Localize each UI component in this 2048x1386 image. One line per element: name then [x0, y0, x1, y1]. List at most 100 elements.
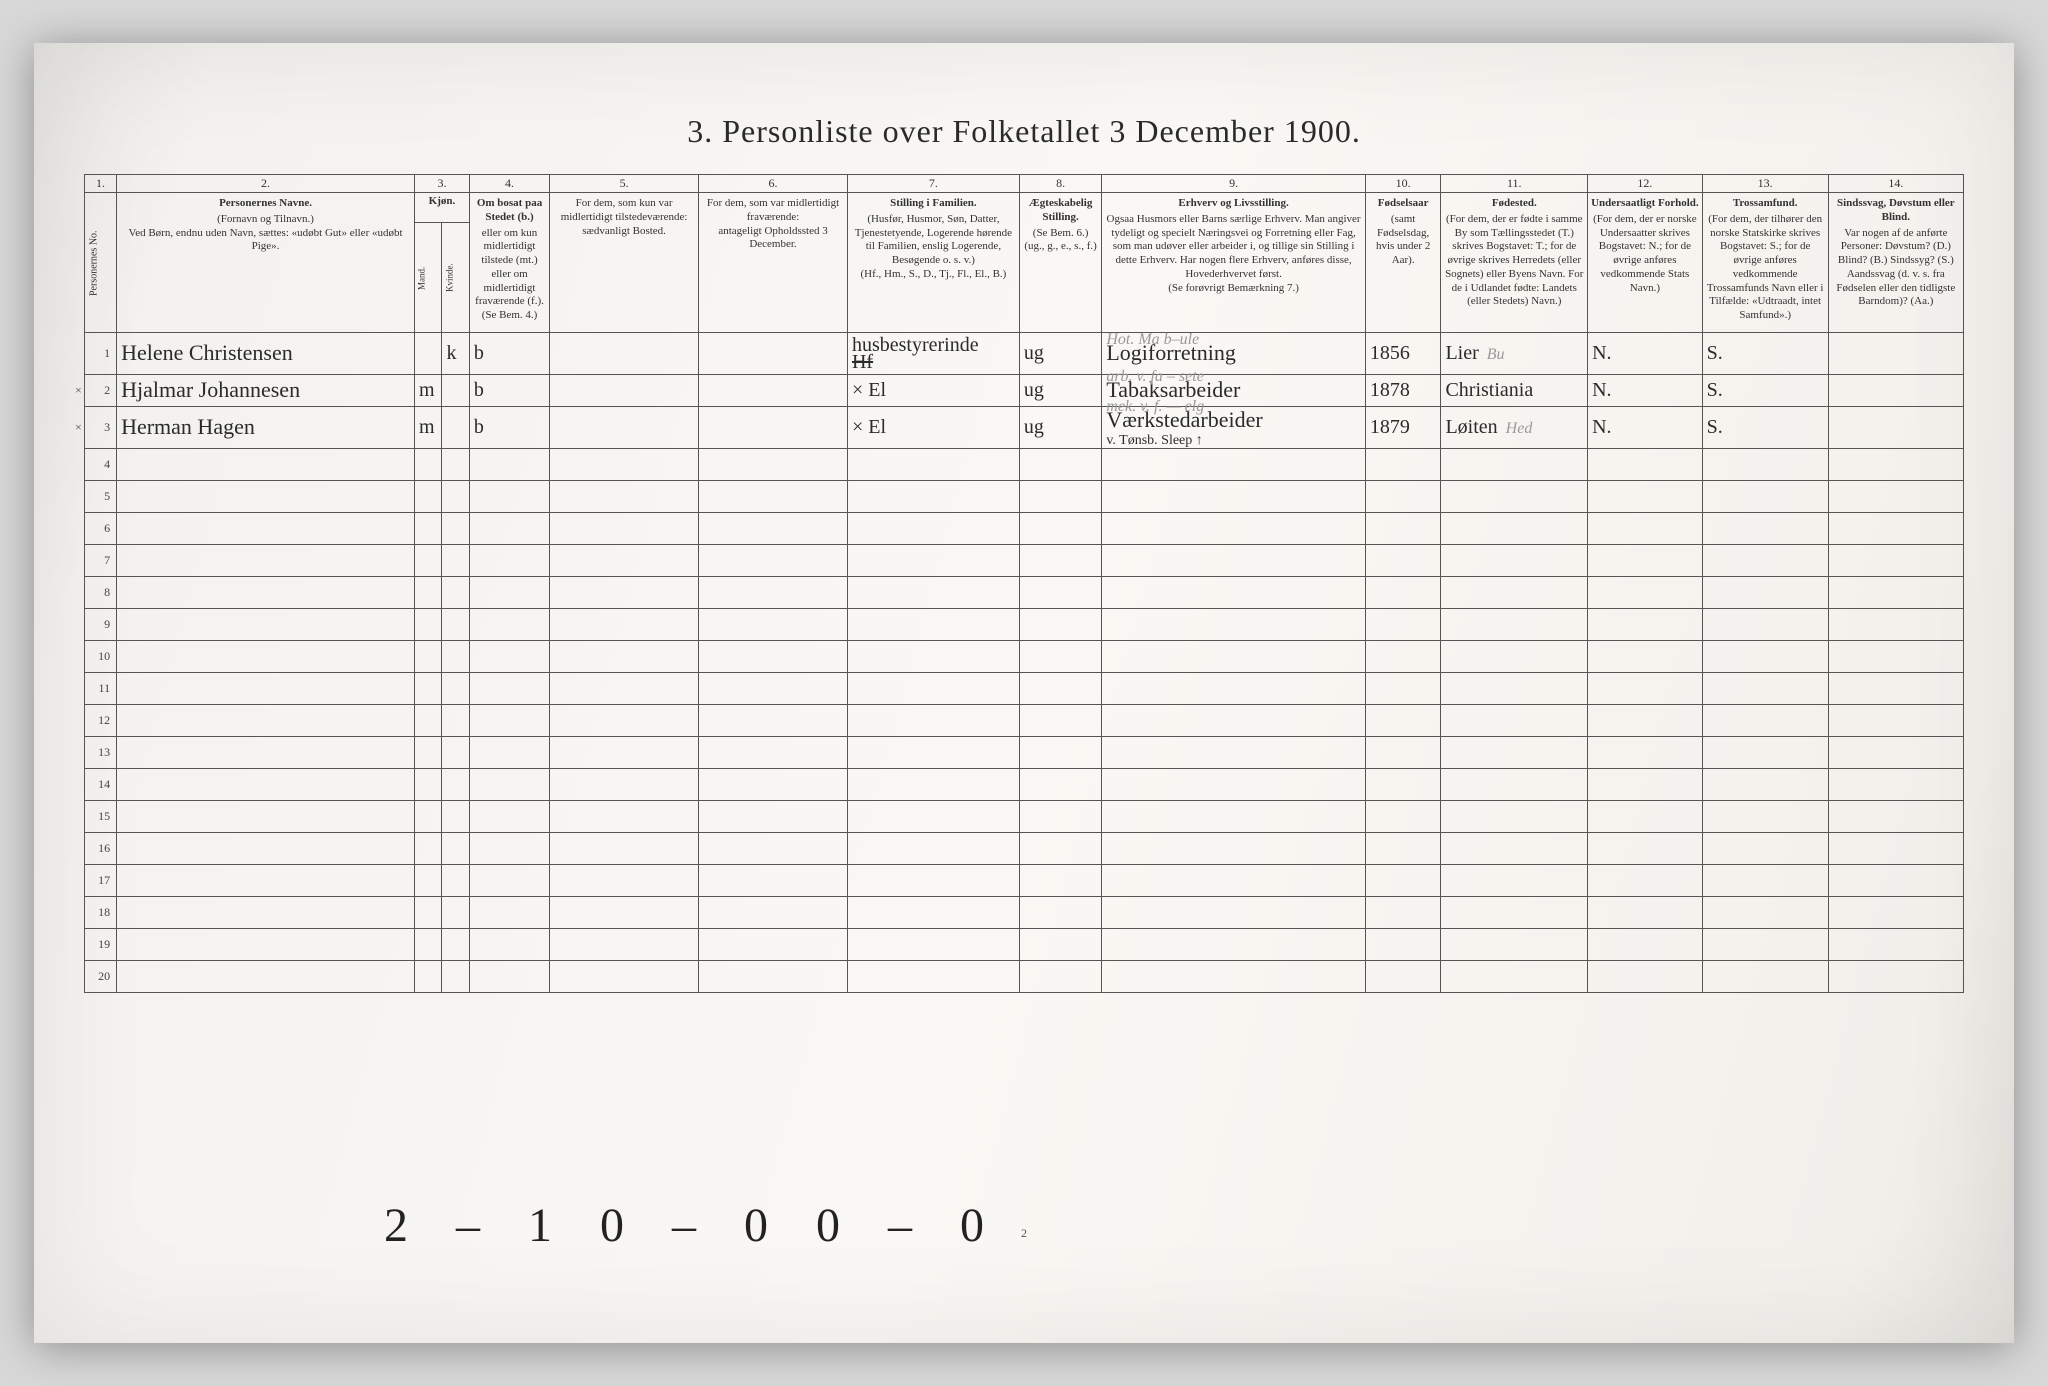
census-table: 1. 2. 3. 4. 5. 6. 7. 8. 9. 10. 11. 12. 1…	[84, 174, 1964, 993]
empty-cell	[1019, 480, 1101, 512]
empty-cell	[442, 768, 469, 800]
empty-cell	[414, 864, 441, 896]
footer-handwriting: 2 – 1 0 – 0 0 – 0	[384, 1198, 1002, 1253]
row-number: 14	[85, 768, 117, 800]
empty-cell	[1588, 512, 1703, 544]
colnum-5: 5.	[550, 175, 699, 193]
cell-sex-k: k	[442, 333, 469, 375]
cell-sex-k	[442, 406, 469, 448]
empty-cell	[469, 448, 549, 480]
row-number: 1	[85, 333, 117, 375]
document-title: 3. Personliste over Folketallet 3 Decemb…	[84, 113, 1964, 150]
empty-cell	[847, 672, 1019, 704]
cell-fodested: Christiania	[1441, 374, 1588, 406]
empty-cell	[117, 704, 415, 736]
empty-cell	[117, 768, 415, 800]
empty-cell	[1828, 896, 1963, 928]
empty-cell	[699, 768, 848, 800]
cell-egte: ug	[1019, 333, 1101, 375]
empty-cell	[1702, 928, 1828, 960]
empty-cell	[550, 736, 699, 768]
empty-cell	[1702, 960, 1828, 992]
empty-cell	[699, 672, 848, 704]
cell-undersaat: N.	[1588, 333, 1703, 375]
empty-cell	[1102, 480, 1366, 512]
empty-cell	[469, 576, 549, 608]
empty-cell	[699, 576, 848, 608]
empty-cell	[847, 544, 1019, 576]
table-row: 9	[85, 608, 1964, 640]
empty-cell	[414, 640, 441, 672]
empty-cell	[1441, 768, 1588, 800]
cell-c6	[699, 333, 848, 375]
table-row: 5	[85, 480, 1964, 512]
empty-cell	[1102, 576, 1366, 608]
empty-cell	[1102, 512, 1366, 544]
empty-cell	[550, 704, 699, 736]
empty-cell	[1365, 768, 1441, 800]
empty-cell	[469, 480, 549, 512]
hdr-tros-bold: Trossamfund.	[1706, 197, 1825, 211]
empty-cell	[1102, 608, 1366, 640]
empty-cell	[1588, 448, 1703, 480]
colnum-9: 9.	[1102, 175, 1366, 193]
empty-cell	[442, 448, 469, 480]
empty-cell	[1588, 608, 1703, 640]
empty-cell	[550, 576, 699, 608]
empty-cell	[1702, 640, 1828, 672]
hdr-erhverv-text: Ogsaa Husmors eller Barns særlige Erhver…	[1107, 213, 1361, 294]
table-row: 17	[85, 864, 1964, 896]
empty-cell	[1588, 640, 1703, 672]
hdr-stilling-fam-text: (Husfør, Husmor, Søn, Datter, Tjenestety…	[855, 213, 1012, 280]
empty-cell	[699, 640, 848, 672]
empty-cell	[1102, 672, 1366, 704]
row-number: 20	[85, 960, 117, 992]
cell-bosat: b	[469, 374, 549, 406]
empty-cell	[469, 672, 549, 704]
table-row: 8	[85, 576, 1964, 608]
empty-cell	[550, 512, 699, 544]
empty-cell	[699, 832, 848, 864]
colnum-12: 12.	[1588, 175, 1703, 193]
empty-cell	[1588, 544, 1703, 576]
empty-cell	[699, 960, 848, 992]
empty-cell	[1702, 480, 1828, 512]
empty-cell	[1019, 640, 1101, 672]
empty-cell	[847, 928, 1019, 960]
table-row: 6	[85, 512, 1964, 544]
hdr-erhverv-bold: Erhverv og Livsstilling.	[1105, 197, 1362, 211]
empty-cell	[1828, 672, 1963, 704]
empty-cell	[1588, 832, 1703, 864]
hdr-kvinde: Kvinde.	[442, 223, 469, 333]
row-number: 10	[85, 640, 117, 672]
empty-cell	[1102, 928, 1366, 960]
empty-cell	[469, 544, 549, 576]
row-number: 8	[85, 576, 117, 608]
empty-cell	[550, 608, 699, 640]
cell-stilling-fam: × El	[847, 374, 1019, 406]
empty-cell	[550, 800, 699, 832]
hdr-fodselsaar: Fødselsaar (samt Fødselsdag, hvis under …	[1365, 193, 1441, 333]
empty-cell	[1702, 800, 1828, 832]
empty-cell	[1828, 512, 1963, 544]
hdr-sinds-bold: Sindssvag, Døvstum eller Blind.	[1832, 197, 1960, 225]
empty-cell	[550, 672, 699, 704]
cell-sinds	[1828, 374, 1963, 406]
empty-cell	[117, 800, 415, 832]
empty-cell	[117, 896, 415, 928]
empty-cell	[1441, 448, 1588, 480]
empty-cell	[1828, 448, 1963, 480]
cell-fodested: LøitenHed	[1441, 406, 1588, 448]
empty-cell	[414, 576, 441, 608]
empty-cell	[1365, 544, 1441, 576]
empty-cell	[699, 896, 848, 928]
empty-cell	[442, 512, 469, 544]
hdr-fravaer: For dem, som var midlertidigt fraværende…	[699, 193, 848, 333]
table-row: 18	[85, 896, 1964, 928]
empty-cell	[1441, 672, 1588, 704]
empty-cell	[1588, 672, 1703, 704]
cell-sex-m: m	[414, 406, 441, 448]
hdr-undersaat-bold: Undersaatligt Forhold.	[1591, 197, 1699, 211]
empty-cell	[469, 640, 549, 672]
cell-fodselsaar: 1878	[1365, 374, 1441, 406]
